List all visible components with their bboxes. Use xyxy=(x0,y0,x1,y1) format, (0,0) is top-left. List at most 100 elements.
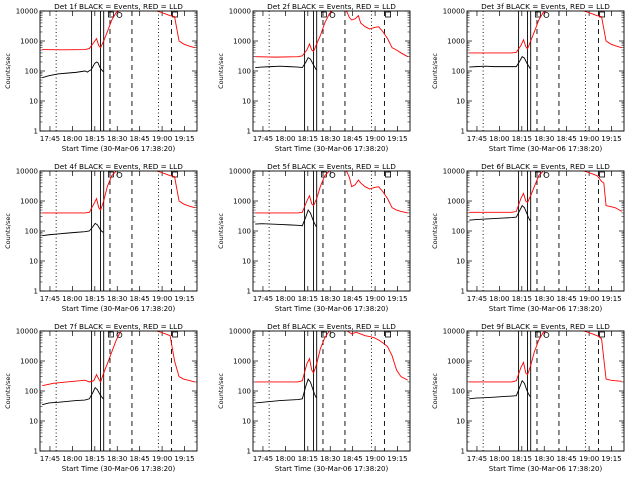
x-tick-label: 18:15 xyxy=(298,135,318,143)
panel-6: Det 6f BLACK = Events, RED = LLD Counts/s… xyxy=(431,162,625,313)
y-tick-label: 10000 xyxy=(16,8,38,16)
y-tick-label: 10 xyxy=(242,258,251,266)
x-tick-label: 19:00 xyxy=(152,135,172,143)
events-series-line xyxy=(469,56,531,69)
y-tick-label: 1 xyxy=(34,288,38,296)
events-series-line xyxy=(42,386,104,406)
x-tick-label: 18:00 xyxy=(275,135,295,143)
events-series-line xyxy=(42,61,104,79)
plot-frame xyxy=(466,10,625,132)
panel-title: Det 5f BLACK = Events, RED = LLD xyxy=(267,162,396,171)
plot-frame xyxy=(39,10,198,132)
y-tick-label: 1 xyxy=(461,128,465,136)
y-tick-label: 10000 xyxy=(443,328,465,336)
x-tick-label: 18:15 xyxy=(85,455,105,463)
events-series-line xyxy=(469,379,531,400)
box-marker xyxy=(385,171,391,178)
x-tick-label: 18:30 xyxy=(107,135,127,143)
y-axis-label: Counts/sec xyxy=(217,53,225,89)
y-tick-label: 100 xyxy=(25,68,38,76)
y-tick-label: 10000 xyxy=(16,328,38,336)
x-tick-label: 18:45 xyxy=(130,295,150,303)
circle-marker xyxy=(329,332,336,338)
x-tick-label: 18:00 xyxy=(275,455,295,463)
panel-title: Det 2f BLACK = Events, RED = LLD xyxy=(267,2,396,11)
x-tick-label: 17:45 xyxy=(253,455,273,463)
y-tick-label: 100 xyxy=(25,228,38,236)
circle-marker xyxy=(329,172,336,178)
x-axis-label: Start Time (30-Mar-06 17:38:20) xyxy=(275,465,389,473)
x-tick-label: 17:45 xyxy=(467,295,487,303)
x-tick-label: 17:45 xyxy=(40,455,60,463)
x-tick-label: 18:15 xyxy=(512,135,532,143)
panel-title: Det 1f BLACK = Events, RED = LLD xyxy=(54,2,183,11)
x-tick-label: 18:30 xyxy=(534,295,554,303)
box-marker xyxy=(107,331,114,338)
x-tick-label: 19:15 xyxy=(387,135,407,143)
panel-9: Det 9f BLACK = Events, RED = LLD Counts/s… xyxy=(431,322,625,473)
x-tick-label: 18:00 xyxy=(489,135,509,143)
panel-title: Det 8f BLACK = Events, RED = LLD xyxy=(267,322,396,331)
x-tick-label: 18:45 xyxy=(343,295,363,303)
y-tick-label: 1000 xyxy=(447,198,465,206)
circle-marker xyxy=(329,12,336,18)
box-marker xyxy=(107,11,114,18)
lld-series-line xyxy=(42,171,195,214)
box-marker xyxy=(172,331,178,338)
y-tick-label: 1 xyxy=(247,288,251,296)
y-tick-label: 1000 xyxy=(447,38,465,46)
x-tick-label: 19:15 xyxy=(387,455,407,463)
y-tick-label: 1000 xyxy=(233,358,251,366)
x-tick-label: 18:00 xyxy=(489,455,509,463)
x-tick-label: 18:00 xyxy=(62,295,82,303)
events-series-line xyxy=(469,204,531,221)
x-axis-label: Start Time (30-Mar-06 17:38:20) xyxy=(275,145,389,153)
events-series-line xyxy=(255,209,317,227)
y-axis-label: Counts/sec xyxy=(4,213,12,249)
panel-title: Det 3f BLACK = Events, RED = LLD xyxy=(481,2,610,11)
circle-marker xyxy=(543,172,550,178)
panel-title: Det 7f BLACK = Events, RED = LLD xyxy=(54,322,183,331)
y-axis-label: Counts/sec xyxy=(217,213,225,249)
x-tick-label: 19:15 xyxy=(174,295,194,303)
x-tick-label: 19:00 xyxy=(579,295,599,303)
y-tick-label: 10 xyxy=(456,418,465,426)
x-tick-label: 18:30 xyxy=(320,295,340,303)
x-tick-label: 17:45 xyxy=(40,135,60,143)
y-tick-label: 10 xyxy=(456,98,465,106)
x-tick-label: 18:00 xyxy=(275,295,295,303)
y-tick-label: 100 xyxy=(25,388,38,396)
y-tick-label: 100 xyxy=(452,68,465,76)
lld-series-line xyxy=(255,11,408,58)
panel-title: Det 6f BLACK = Events, RED = LLD xyxy=(481,162,610,171)
plot-frame xyxy=(252,330,411,452)
x-tick-label: 18:15 xyxy=(85,135,105,143)
box-marker xyxy=(599,331,605,338)
plot-frame xyxy=(252,170,411,292)
circle-marker xyxy=(543,12,550,18)
y-tick-label: 10 xyxy=(456,258,465,266)
x-tick-label: 19:00 xyxy=(579,455,599,463)
y-tick-label: 1000 xyxy=(20,198,38,206)
y-tick-label: 1 xyxy=(461,288,465,296)
x-axis-label: Start Time (30-Mar-06 17:38:20) xyxy=(489,305,603,313)
lld-series-line xyxy=(469,11,622,54)
panel-3: Det 3f BLACK = Events, RED = LLD Counts/s… xyxy=(431,2,625,153)
x-tick-label: 19:15 xyxy=(601,295,621,303)
x-tick-label: 18:45 xyxy=(557,295,577,303)
x-tick-label: 18:15 xyxy=(512,295,532,303)
lld-series-line xyxy=(42,11,195,51)
x-tick-label: 18:15 xyxy=(298,455,318,463)
x-tick-label: 19:00 xyxy=(579,135,599,143)
y-tick-label: 10000 xyxy=(229,328,251,336)
y-tick-label: 10 xyxy=(242,98,251,106)
plot-frame xyxy=(466,170,625,292)
y-tick-label: 10000 xyxy=(443,8,465,16)
x-tick-label: 18:15 xyxy=(85,295,105,303)
box-marker xyxy=(599,171,605,178)
x-axis-label: Start Time (30-Mar-06 17:38:20) xyxy=(62,465,176,473)
x-tick-label: 19:15 xyxy=(601,135,621,143)
x-tick-label: 18:45 xyxy=(343,135,363,143)
lld-series-line xyxy=(255,171,408,214)
